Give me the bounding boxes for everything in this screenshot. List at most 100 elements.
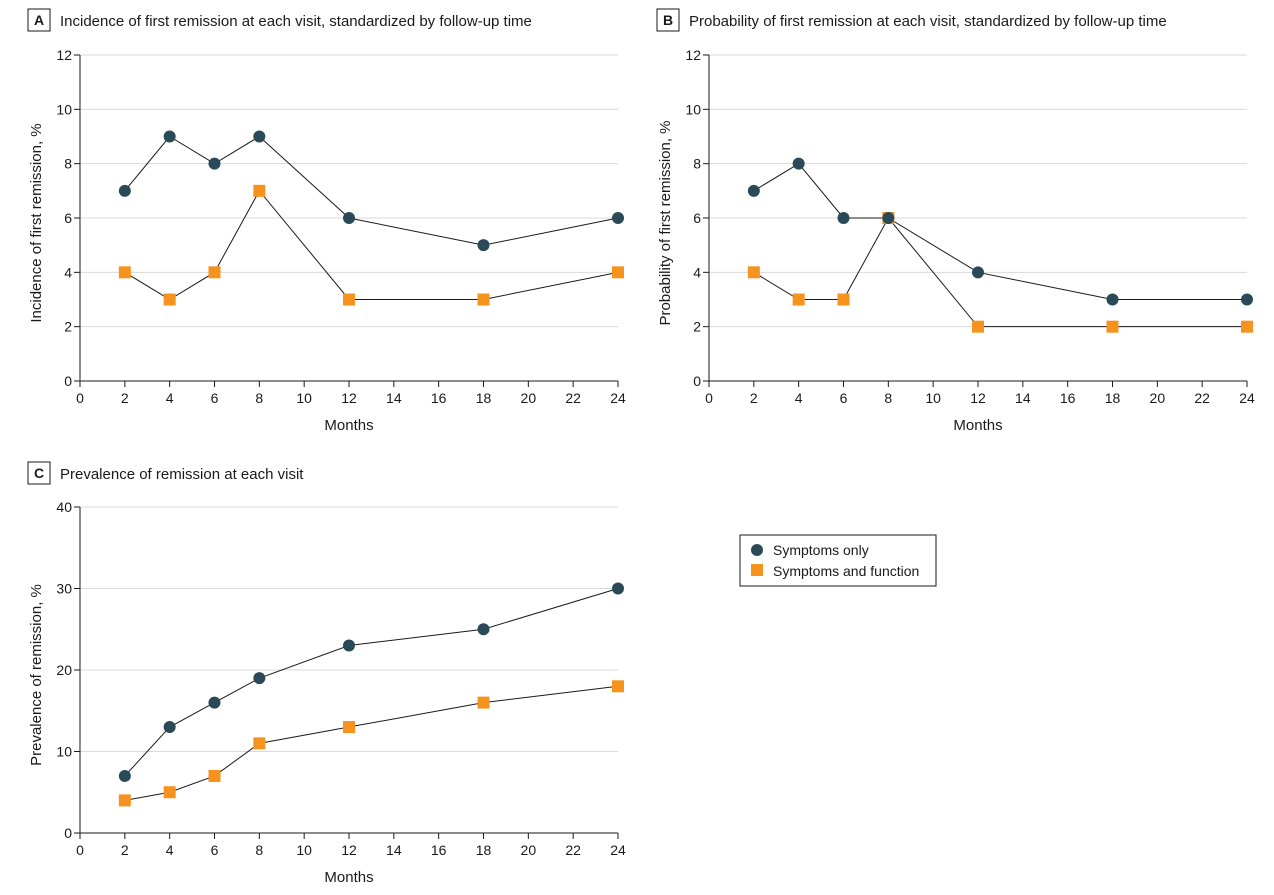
x-tick-label: 8 [884,390,892,406]
point-symptoms-and-function [477,293,490,306]
x-tick-label: 8 [255,390,263,406]
point-symptoms-and-function [972,320,984,333]
chart-title: Probability of first remission at each v… [689,13,1167,30]
x-tick-label: 18 [476,390,492,406]
y-tick-label: 12 [56,47,72,63]
point-symptoms-and-function [118,266,131,279]
y-axis-label: Incidence of first remission, % [28,123,45,322]
y-tick-label: 30 [56,581,72,597]
legend-label-symptoms-and-function: Symptoms and function [773,563,919,579]
x-tick-label: 22 [1194,390,1210,406]
point-symptoms-only [477,623,490,636]
x-axis-label: Months [953,417,1002,434]
point-symptoms-and-function [343,293,355,306]
y-tick-label: 6 [64,210,72,226]
point-symptoms-only [477,239,490,252]
x-tick-label: 18 [476,842,492,858]
y-tick-label: 8 [693,156,701,172]
y-tick-label: 2 [64,319,72,335]
panel-c: C Prevalence of remission at each visit 0 1… [27,461,626,886]
y-axis-label: Probability of first remission, % [657,120,674,325]
x-tick-label: 0 [76,390,84,406]
point-symptoms-only [792,157,805,170]
x-tick-label: 24 [610,390,626,406]
point-symptoms-only [1106,293,1119,306]
point-symptoms-and-function [1106,320,1119,333]
x-tick-label: 4 [166,390,174,406]
x-tick-label: 12 [970,390,986,406]
y-axis-label: Prevalence of remission, % [28,584,45,766]
point-symptoms-and-function [163,786,176,799]
series-line-symptoms-only [124,135,619,246]
x-tick-label: 6 [840,390,848,406]
x-tick-label: 2 [121,842,129,858]
x-tick-label: 20 [1150,390,1166,406]
x-tick-label: 20 [521,842,537,858]
y-tick-label: 8 [64,156,72,172]
point-symptoms-and-function [343,721,355,734]
x-tick-label: 2 [750,390,758,406]
y-tick-label: 4 [64,264,72,280]
y-tick-label: 0 [64,373,72,389]
y-tick-label: 4 [693,264,701,280]
point-symptoms-and-function [163,293,176,306]
panel-letter-box [27,8,51,32]
point-symptoms-and-function [837,293,850,306]
chart-panels: A Incidence of first remission at each vi… [27,8,1255,886]
y-tick-label: 10 [56,744,72,760]
point-symptoms-only [343,212,355,224]
point-symptoms-only [612,582,624,595]
point-symptoms-and-function [792,293,805,306]
panel-letter: B [663,12,673,28]
x-tick-label: 10 [925,390,941,406]
point-symptoms-only [118,184,131,197]
chart-title: Incidence of first remission at each vis… [60,13,532,30]
x-tick-label: 16 [431,842,447,858]
point-symptoms-and-function [1241,320,1253,333]
point-symptoms-only [837,212,850,224]
point-symptoms-and-function [612,680,624,693]
panel-b: B Probability of first remission at each … [656,8,1255,434]
legend-border [739,534,937,587]
panel-letter: C [34,465,44,481]
point-symptoms-and-function [747,266,760,279]
x-tick-label: 14 [386,842,402,858]
point-symptoms-only [208,157,221,170]
x-tick-label: 6 [211,842,219,858]
point-symptoms-and-function [208,769,221,782]
point-symptoms-only [343,639,355,652]
series-line-symptoms-only [124,588,619,777]
x-tick-label: 16 [1060,390,1076,406]
chart-title: Prevalence of remission at each visit [60,466,304,483]
point-symptoms-only [208,696,221,709]
series-line-symptoms-and-function [124,685,619,801]
panel-letter: A [34,12,44,28]
point-symptoms-only [612,212,624,224]
point-symptoms-only [118,769,131,782]
y-tick-label: 10 [685,101,701,117]
y-tick-label: 0 [693,373,701,389]
x-tick-label: 6 [211,390,219,406]
x-tick-label: 0 [76,842,84,858]
x-tick-label: 22 [565,842,581,858]
point-symptoms-only [882,212,895,224]
panel-letter-box [27,461,51,485]
y-tick-label: 40 [56,499,72,515]
y-tick-label: 6 [693,210,701,226]
point-symptoms-only [1241,293,1253,306]
y-tick-label: 0 [64,825,72,841]
point-symptoms-and-function [253,737,266,750]
legend: Symptoms only Symptoms and function [739,534,937,587]
x-tick-label: 24 [610,842,626,858]
point-symptoms-and-function [253,184,266,197]
point-symptoms-only [747,184,760,197]
point-symptoms-only [972,266,984,279]
x-tick-label: 12 [341,842,357,858]
point-symptoms-only [163,721,176,734]
x-tick-label: 4 [795,390,803,406]
x-tick-label: 14 [1015,390,1031,406]
panel-letter-box [656,8,680,32]
series-line-symptoms-only [753,163,1247,300]
x-axis-label: Months [324,869,373,886]
